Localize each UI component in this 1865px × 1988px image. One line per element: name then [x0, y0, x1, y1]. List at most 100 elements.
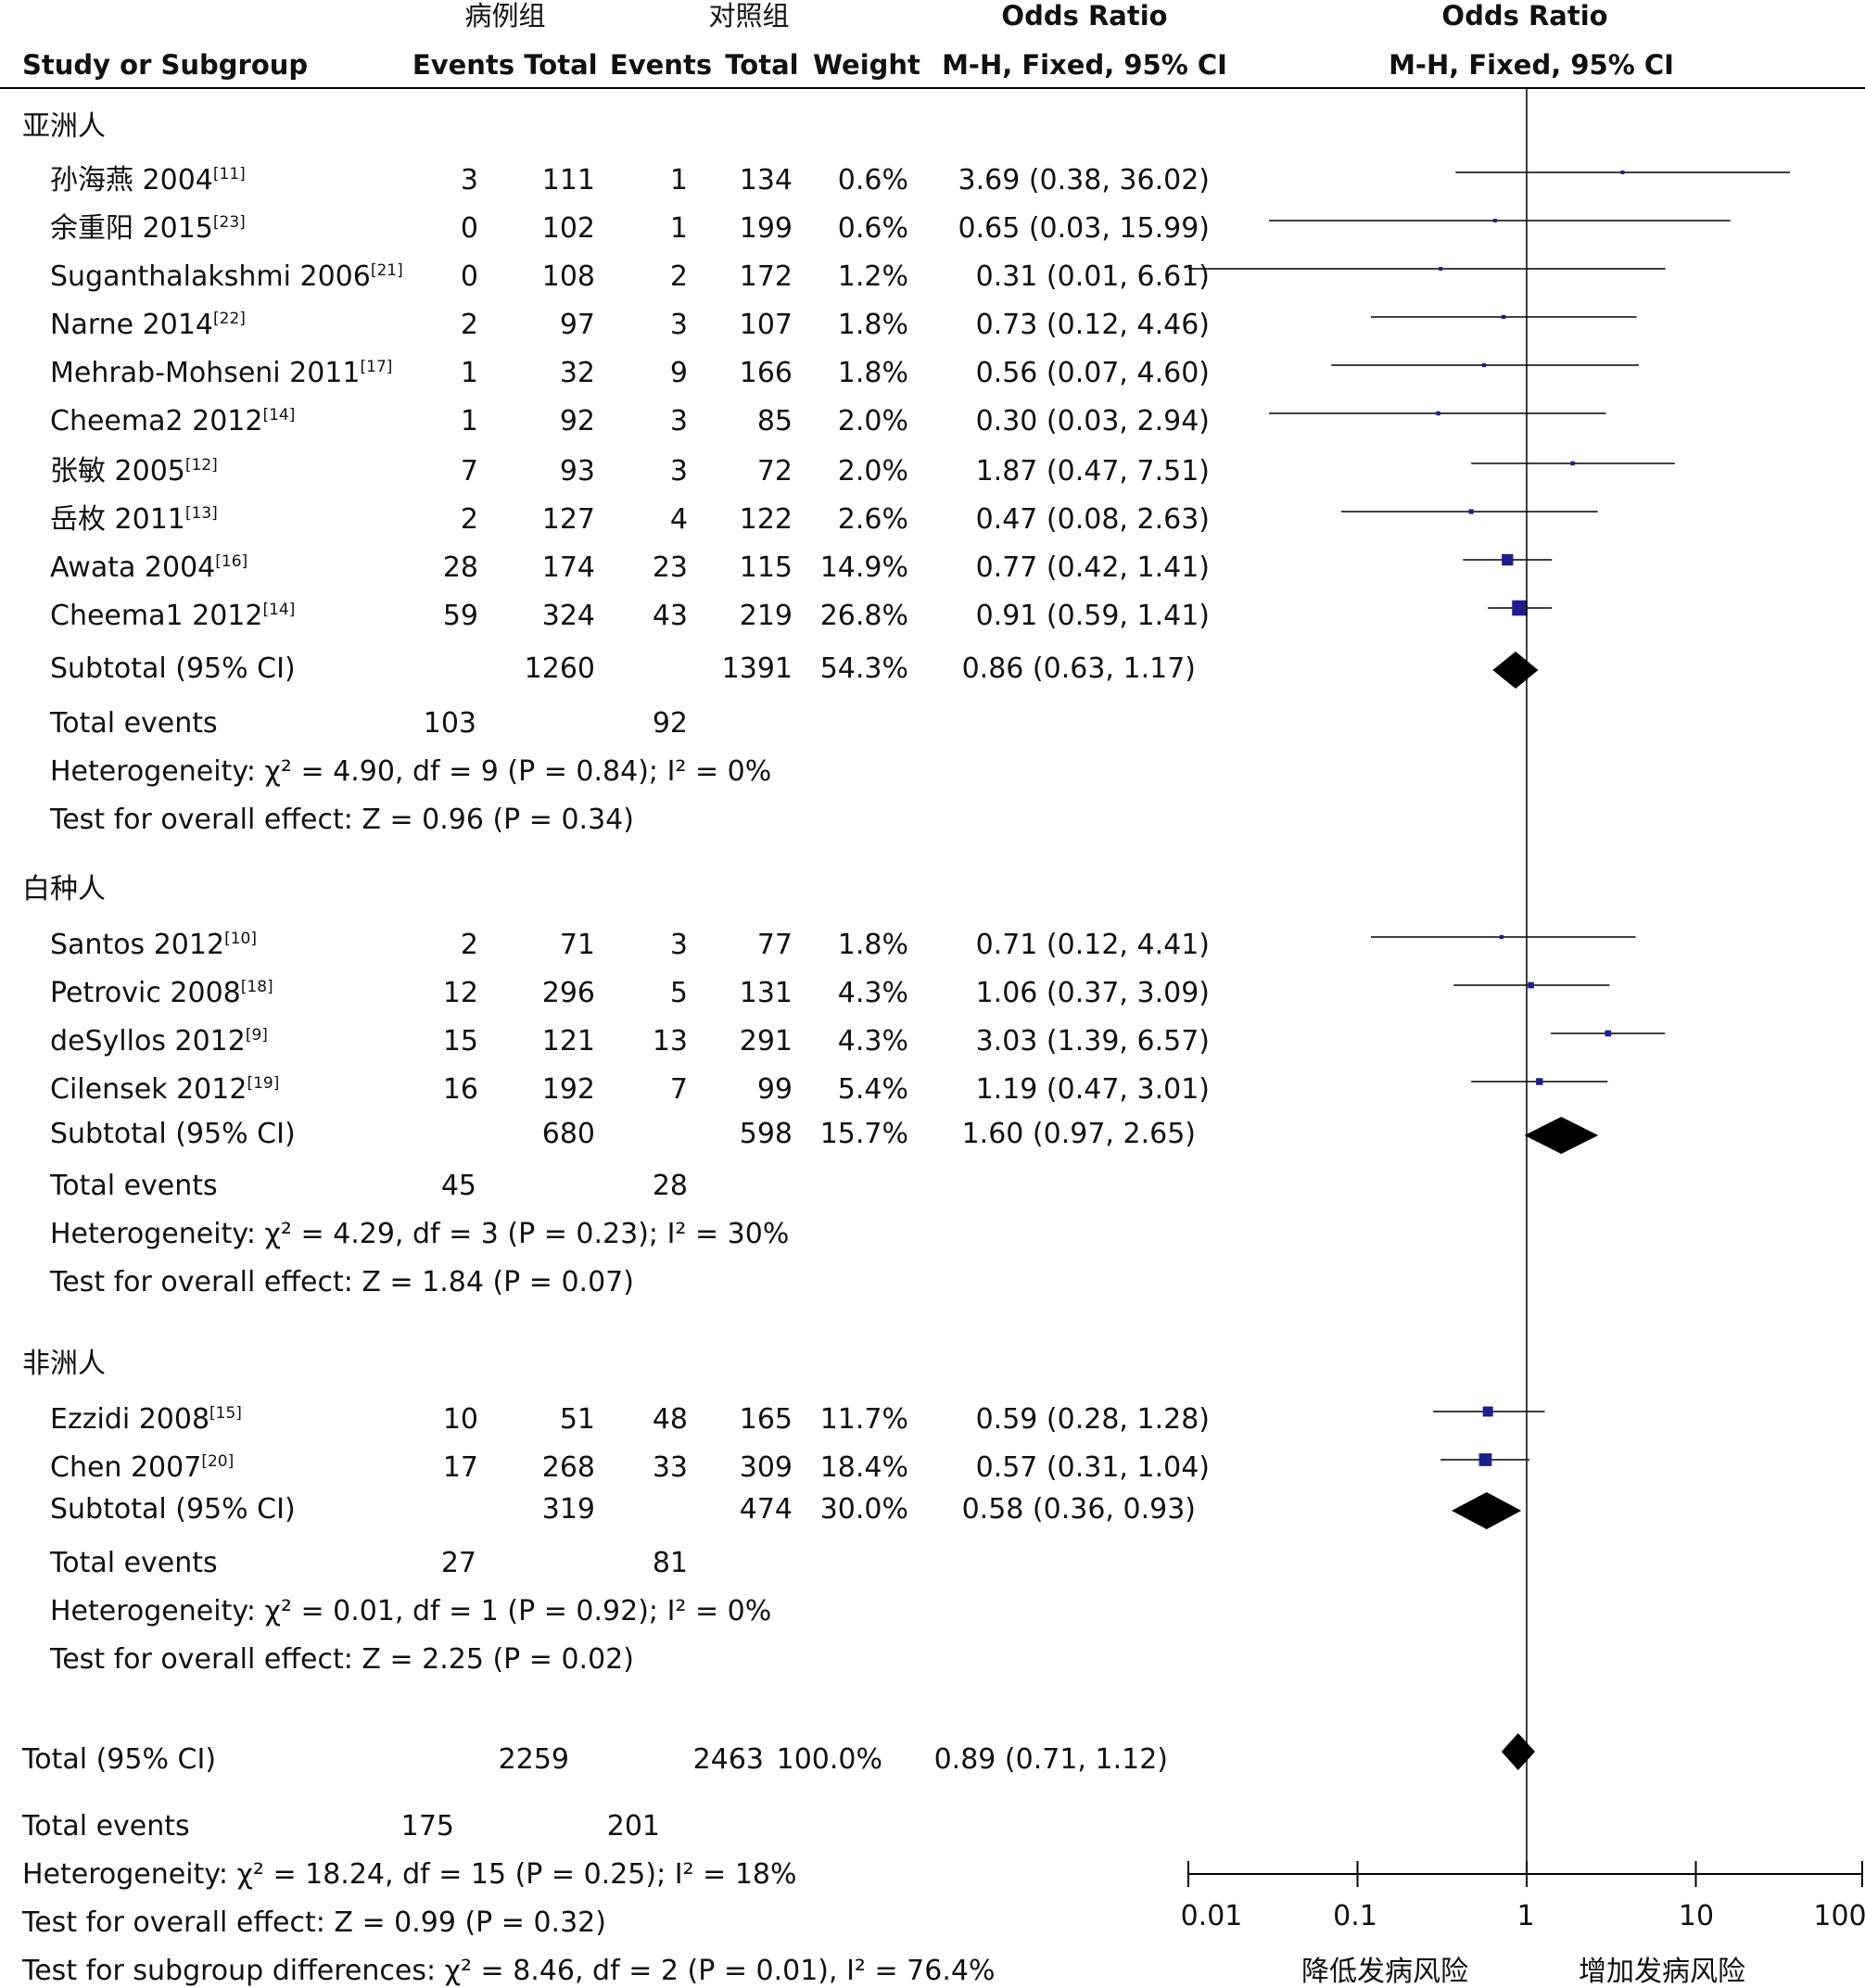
reference-superscript: [10]	[224, 930, 257, 948]
reference-superscript: [14]	[262, 406, 295, 424]
study-total-control: 131	[740, 977, 793, 1009]
effect-marker	[1536, 1078, 1543, 1085]
effect-marker	[1436, 411, 1440, 416]
x-tick-label: 10	[1679, 1900, 1714, 1932]
study-total-case: 102	[542, 212, 595, 245]
study-total-control: 166	[740, 357, 793, 389]
method-header-left: M-H, Fixed, 95% CI	[942, 49, 1227, 81]
study-label: 孙海燕 2004[11]	[50, 164, 246, 196]
study-label: Santos 2012[10]	[50, 929, 257, 961]
odds-ratio-header-right: Odds Ratio	[1441, 0, 1607, 32]
study-or-ci: 0.57 (0.31, 1.04)	[976, 1451, 1210, 1484]
reference-superscript: [23]	[213, 213, 246, 232]
subtotal-total-case: 680	[542, 1118, 595, 1150]
study-events-case: 3	[461, 164, 478, 196]
study-label: Ezzidi 2008[15]	[50, 1403, 242, 1436]
study-events-case: 12	[443, 977, 478, 1009]
heterogeneity-text: Heterogeneity: χ² = 4.90, df = 9 (P = 0.…	[50, 755, 771, 788]
study-weight: 1.2%	[838, 260, 908, 293]
subtotal-weight: 30.0%	[820, 1493, 908, 1526]
favours-left-label: 降低发病风险	[1301, 1956, 1468, 1988]
study-weight: 0.6%	[838, 212, 908, 245]
study-total-case: 174	[542, 551, 595, 584]
study-total-control: 122	[740, 503, 793, 536]
reference-superscript: [12]	[185, 456, 218, 475]
study-events-control: 3	[670, 405, 688, 437]
study-weight: 1.8%	[838, 309, 908, 341]
total-events-label: Total events	[49, 1547, 218, 1579]
effect-marker	[1481, 362, 1487, 368]
study-events-control: 43	[653, 600, 688, 632]
study-weight: 18.4%	[820, 1451, 908, 1484]
effect-marker	[1620, 171, 1625, 174]
study-total-case: 192	[542, 1073, 595, 1106]
study-total-control: 72	[757, 455, 793, 488]
x-tick-label: 100	[1813, 1900, 1865, 1932]
case-group-header: 病例组	[464, 0, 545, 32]
study-total-case: 108	[542, 260, 595, 293]
study-events-case: 17	[443, 1451, 478, 1484]
study-total-control: 219	[740, 600, 793, 632]
subtotal-label: Subtotal (95% CI)	[50, 652, 296, 685]
study-total-case: 71	[560, 929, 595, 961]
effect-marker	[1512, 600, 1528, 616]
total-events-case: 103	[424, 707, 476, 740]
reference-superscript: [14]	[262, 601, 295, 619]
study-or-ci: 3.69 (0.38, 36.02)	[958, 164, 1211, 196]
study-total-case: 296	[542, 977, 595, 1009]
overall-total-events-control: 201	[607, 1810, 660, 1842]
study-total-control: 309	[740, 1451, 793, 1484]
study-events-control: 9	[670, 357, 688, 389]
study-events-case: 0	[461, 260, 478, 293]
total-events-control: 81	[653, 1547, 688, 1579]
study-events-case: 0	[461, 212, 478, 245]
study-or-ci: 0.91 (0.59, 1.41)	[976, 600, 1210, 632]
effect-marker	[1492, 219, 1497, 222]
study-or-ci: 1.06 (0.37, 3.09)	[976, 977, 1210, 1009]
overall-or-ci: 0.89 (0.71, 1.12)	[934, 1743, 1168, 1776]
study-events-case: 2	[461, 309, 478, 341]
study-label: Mehrab-Mohseni 2011[17]	[50, 357, 392, 389]
study-or-ci: 0.77 (0.42, 1.41)	[976, 551, 1210, 584]
subtotal-total-control: 474	[740, 1493, 793, 1526]
study-total-case: 32	[560, 357, 595, 389]
reference-superscript: [17]	[361, 358, 393, 376]
study-label: Cheema2 2012[14]	[50, 405, 295, 437]
study-total-case: 51	[560, 1403, 595, 1436]
study-or-ci: 0.65 (0.03, 15.99)	[958, 212, 1211, 245]
study-total-control: 115	[740, 551, 793, 584]
study-events-control: 2	[670, 260, 688, 293]
study-total-case: 127	[542, 503, 595, 536]
reference-superscript: [13]	[185, 504, 218, 523]
study-total-case: 97	[560, 309, 595, 341]
study-label: 余重阳 2015[23]	[50, 212, 246, 245]
subtotal-label: Subtotal (95% CI)	[50, 1118, 296, 1150]
study-label: Petrovic 2008[18]	[50, 977, 273, 1009]
overall-total-control: 2463	[693, 1743, 764, 1776]
study-events-case: 15	[443, 1025, 478, 1057]
study-events-control: 1	[670, 212, 688, 245]
favours-right-label: 增加发病风险	[1579, 1956, 1745, 1988]
study-events-case: 28	[443, 551, 478, 584]
reference-superscript: [21]	[371, 261, 403, 280]
study-total-control: 165	[740, 1403, 793, 1436]
reference-superscript: [19]	[247, 1074, 279, 1093]
control-group-header: 对照组	[708, 0, 789, 32]
total-case-header: Total	[524, 49, 597, 81]
overall-effect-text: Test for overall effect: Z = 2.25 (P = 0…	[49, 1643, 634, 1676]
subtotal-or-ci: 1.60 (0.97, 2.65)	[962, 1118, 1196, 1150]
effect-marker	[1499, 934, 1504, 940]
study-label: Cheema1 2012[14]	[50, 600, 295, 632]
subgroup-heading: 非洲人	[22, 1348, 106, 1380]
reference-superscript: [9]	[246, 1026, 268, 1045]
study-or-ci: 0.71 (0.12, 4.41)	[976, 929, 1210, 961]
study-or-ci: 1.19 (0.47, 3.01)	[976, 1073, 1210, 1106]
study-events-case: 1	[461, 405, 478, 437]
study-weight: 4.3%	[838, 977, 908, 1009]
weight-header: Weight	[813, 49, 920, 81]
odds-ratio-header-left: Odds Ratio	[1001, 0, 1167, 32]
study-events-control: 23	[653, 551, 688, 584]
study-total-control: 172	[740, 260, 793, 293]
reference-superscript: [16]	[215, 552, 247, 571]
